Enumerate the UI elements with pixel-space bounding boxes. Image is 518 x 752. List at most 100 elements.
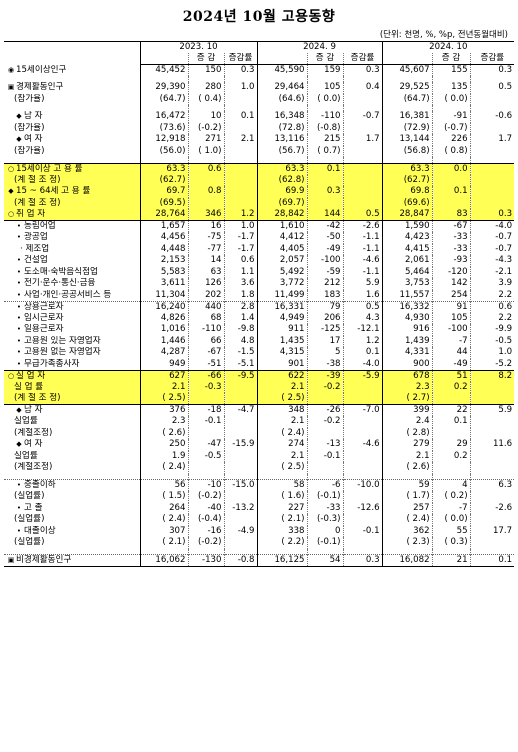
change-cell: ( 0.3)	[431, 537, 471, 549]
table-row: ◆ 여 자 12,918 271 2.1 13,116 215 1.7 13,144 226 1.7	[4, 134, 515, 146]
value-cell: 901	[256, 358, 308, 370]
value-cell: 29,390	[139, 82, 188, 94]
value-cell: (69.5)	[139, 197, 188, 209]
value-cell: ( 2.6)	[139, 427, 188, 439]
value-cell: 949	[139, 358, 188, 370]
rate-cell: 17.7	[469, 525, 515, 537]
value-cell: 29,464	[256, 82, 308, 94]
value-cell: 2.1	[256, 450, 308, 462]
rate-cell: -4.9	[223, 525, 258, 537]
value-cell: 1,016	[139, 324, 188, 336]
row-label-text: (계 절 조 정)	[14, 393, 61, 403]
rate-cell	[223, 186, 258, 198]
change-cell: -38	[306, 358, 344, 370]
row-label-text: 사업·개인·공공서비스 등	[24, 289, 112, 300]
table-row: ◆ 여 자 250 -47 -15.9 274 -13 -4.6 279 29 11.6	[4, 439, 515, 451]
rate-cell	[469, 186, 515, 198]
row-marker-icon: •	[16, 359, 22, 368]
table-row: (참가율) (64.7)( 0.4) (64.6)( 0.0) (64.7)( 0.0…	[4, 93, 515, 105]
row-label-text: 15세이상 고 용 률	[16, 163, 83, 174]
rate-cell	[469, 491, 515, 503]
row-marker-icon: •	[16, 256, 22, 265]
table-row: ▣ 경제활동인구 29,390 280 1.0 29,464 105 0.4 29,525 135…	[4, 82, 515, 94]
rate-cell: -0.1	[342, 525, 383, 537]
row-label: • 도소매·숙박음식점업	[4, 267, 140, 279]
value-cell: 11,499	[256, 289, 308, 301]
value-cell: 257	[381, 502, 433, 514]
row-label: (계절조정)	[4, 462, 140, 474]
rate-cell	[469, 393, 515, 405]
change-cell	[306, 393, 344, 405]
rate-cell	[223, 162, 258, 175]
table-row: ◆ 15 ~ 64세 고 용 률 69.7 0.8 69.9 0.3 69.8 0.1	[4, 186, 515, 198]
row-marker-icon: •	[16, 481, 22, 489]
row-marker-icon: ◆	[16, 135, 22, 144]
change-cell: (-0.4)	[187, 514, 224, 526]
change-cell: -51	[187, 358, 224, 370]
change-cell: -125	[306, 324, 344, 336]
rate-cell: -5.9	[342, 369, 383, 382]
rate-cell	[223, 122, 258, 134]
row-marker-icon: •	[16, 503, 22, 512]
change-header: 증 감	[187, 53, 224, 65]
value-cell: (72.8)	[256, 122, 308, 134]
change-cell: ( 1.0)	[187, 145, 224, 157]
rate-cell	[223, 450, 258, 462]
table-row: (실업률) ( 2.1) (-0.2) ( 2.2) (-0.1) ( 2.3)( 0.3…	[4, 537, 515, 549]
row-label-text: 실업률	[14, 450, 38, 461]
rate-cell: -0.7	[469, 232, 515, 244]
value-cell: 376	[139, 404, 188, 416]
label-header-cell	[4, 41, 140, 65]
rate-cell: 0.5	[469, 82, 515, 94]
subheader-row: 증 감 증감률 증 감 증감률 증 감 증감률	[4, 53, 515, 65]
rate-cell: 0.5	[342, 300, 383, 313]
row-marker-icon: •	[16, 267, 22, 276]
rate-cell	[469, 537, 515, 549]
change-cell: 135	[431, 82, 471, 94]
rate-cell: 0.3	[469, 209, 515, 221]
value-cell: 399	[381, 404, 433, 416]
value-cell: 3,753	[381, 278, 433, 290]
table-row: · 제조업 4,448 -77 -1.7 4,405 -49 -1.1 4,415 -33 -0.…	[4, 243, 515, 255]
row-marker-icon: ◆	[16, 112, 22, 121]
rate-cell	[342, 186, 383, 198]
table-row: • 고용원 있는 자영업자 1,446 66 4.8 1,435 17 1.2 1,439 -7-…	[4, 335, 515, 347]
change-cell: 126	[187, 278, 224, 290]
value-cell: 362	[381, 525, 433, 537]
rate-cell	[469, 197, 515, 209]
value-cell: 45,607	[381, 64, 433, 76]
value-cell: 2,061	[381, 255, 433, 267]
value-cell: 2.1	[381, 450, 433, 462]
change-cell: (-0.2)	[187, 537, 224, 549]
rate-cell: -9.8	[223, 324, 258, 336]
rate-cell: -1.1	[342, 266, 383, 278]
change-cell: 212	[306, 278, 344, 290]
row-label-text: 여 자	[24, 439, 43, 450]
value-cell: 16,082	[381, 554, 433, 567]
value-cell: ( 2.5)	[256, 462, 308, 474]
change-cell: -0.1	[187, 416, 224, 428]
table-row: (계절조정) ( 2.6) ( 2.4) ( 2.8)	[4, 427, 515, 439]
rate-cell: 0.1	[469, 554, 515, 567]
change-cell	[306, 174, 344, 186]
row-label-text: (실업률)	[14, 537, 45, 548]
row-label-text: 남 자	[24, 405, 43, 415]
change-cell: -59	[306, 266, 344, 278]
rate-cell	[223, 462, 258, 474]
rate-cell	[342, 393, 383, 405]
value-cell: ( 2.2)	[256, 537, 308, 549]
change-cell: -0.1	[306, 450, 344, 462]
rate-cell: -4.6	[342, 439, 383, 451]
change-cell	[306, 197, 344, 209]
change-cell: 440	[187, 300, 224, 313]
rate-cell: 0.5	[342, 209, 383, 221]
rate-cell: -4.0	[342, 358, 383, 370]
change-cell: 10	[187, 111, 224, 123]
value-cell: 4,456	[139, 232, 188, 244]
row-label: • 건설업	[4, 255, 140, 267]
change-cell: 14	[187, 255, 224, 267]
row-label-text: 도소매·숙박음식점업	[24, 266, 98, 277]
table-row: ○ 취 업 자 28,764 346 1.2 28,842 144 0.5 28,847 83 0.…	[4, 209, 515, 221]
change-cell: -66	[187, 369, 224, 382]
